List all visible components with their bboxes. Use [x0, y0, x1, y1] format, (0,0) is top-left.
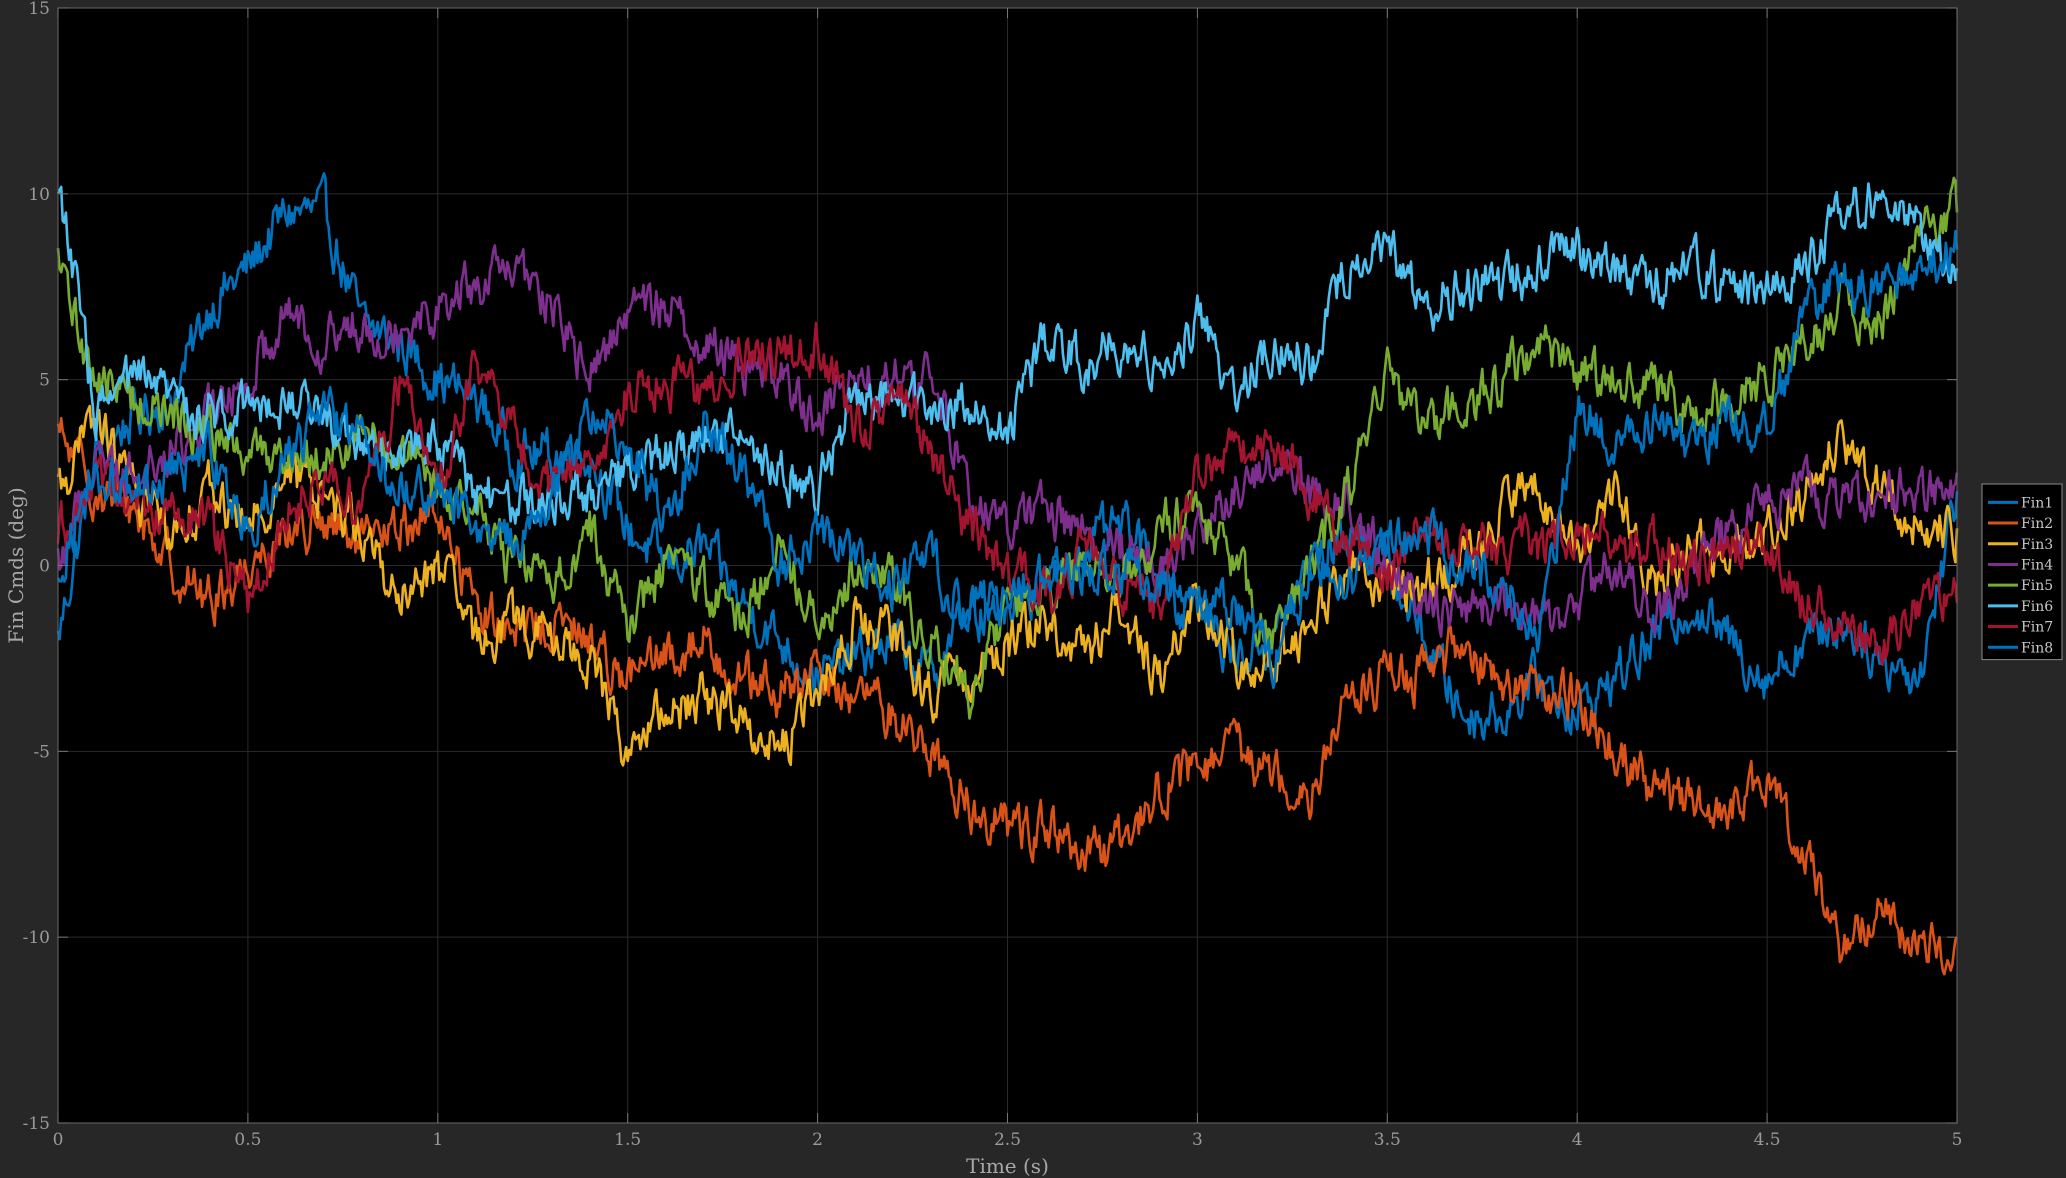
y-tick-label: 10: [28, 185, 50, 205]
series-lines: [56, 172, 1959, 976]
legend-entry: Fin6: [2021, 599, 2053, 615]
x-tick-labels: 0 0.5 1 1.5 2 2.5 3 3.5 4 4.5 5: [53, 1130, 1963, 1150]
legend-entry: Fin5: [2021, 578, 2053, 594]
y-tick-label: 0: [39, 557, 50, 577]
x-tick-label: 3: [1192, 1130, 1203, 1150]
x-tick-label: 2: [812, 1130, 823, 1150]
legend-box: [1981, 483, 2063, 661]
x-tick-label: 4.5: [1754, 1130, 1781, 1150]
series-line-fin5: [56, 176, 1959, 720]
y-tick-label: -10: [23, 928, 50, 948]
legend: Fin1 Fin2 Fin3 Fin4 Fin5 Fin6 Fin7 Fin8: [1981, 483, 2063, 661]
x-tick-label: 3.5: [1374, 1130, 1401, 1150]
legend-entry: Fin3: [2021, 537, 2053, 553]
x-tick-label: 0: [53, 1130, 64, 1150]
legend-entry: Fin4: [2021, 557, 2053, 573]
series-line-fin4: [56, 244, 1959, 638]
x-tick-label: 4: [1572, 1130, 1583, 1150]
x-tick-label: 0.5: [234, 1130, 261, 1150]
legend-entry: Fin2: [2021, 516, 2053, 532]
x-axis-label: Time (s): [966, 1154, 1049, 1178]
series-line-fin8: [56, 229, 1959, 690]
y-tick-label: -15: [23, 1114, 50, 1134]
series-line-fin2: [56, 416, 1959, 976]
x-tick-label: 1.5: [614, 1130, 641, 1150]
x-tick-label: 1: [432, 1130, 443, 1150]
y-axis-label: Fin Cmds (deg): [4, 487, 28, 643]
x-tick-label: 5: [1952, 1130, 1963, 1150]
axis-ticks: [57, 7, 1958, 1124]
y-tick-label: -5: [33, 742, 50, 762]
y-tick-label: 5: [39, 371, 50, 391]
x-tick-label: 2.5: [994, 1130, 1021, 1150]
legend-entry: Fin1: [2021, 495, 2053, 511]
y-tick-label: 15: [28, 0, 50, 19]
legend-entry: Fin8: [2021, 640, 2053, 656]
y-tick-labels: -15 -10 -5 0 5 10 15: [23, 0, 50, 1134]
legend-entry: Fin7: [2021, 620, 2053, 636]
